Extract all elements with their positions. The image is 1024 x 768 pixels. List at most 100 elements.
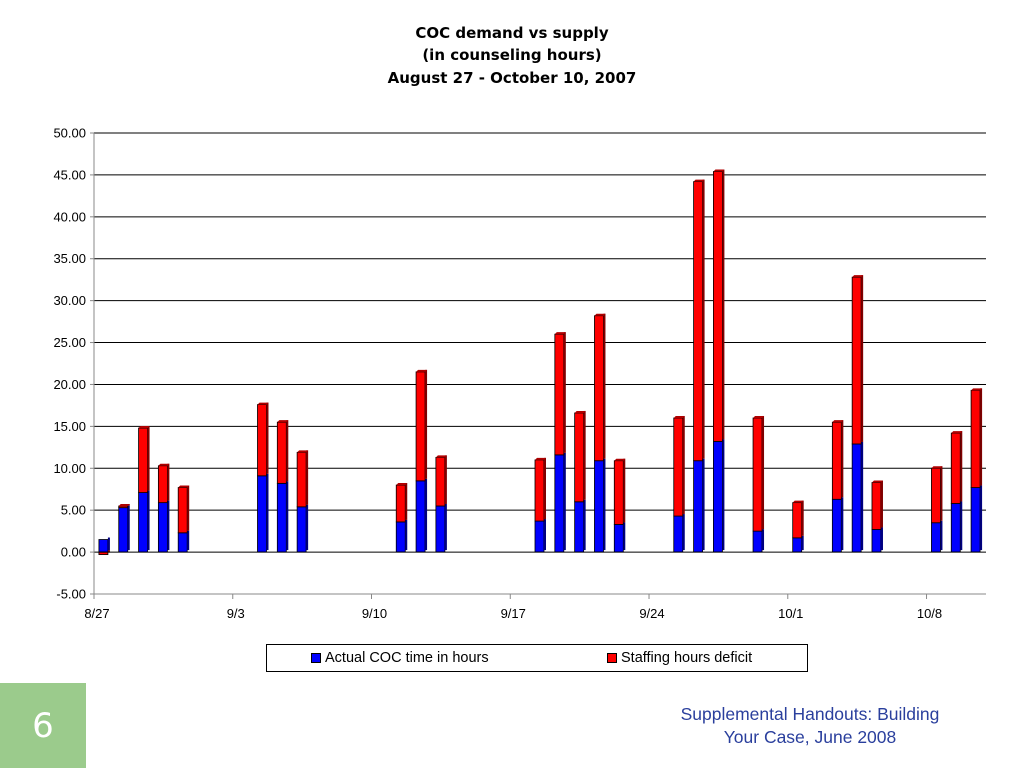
bar-deficit-side xyxy=(603,313,606,459)
bar-deficit-side xyxy=(306,450,309,505)
bar-actual-side xyxy=(583,499,586,551)
bar-actual xyxy=(296,506,307,553)
bar-deficit xyxy=(276,421,287,484)
bar-deficit xyxy=(693,181,703,462)
bar-actual xyxy=(157,502,168,553)
bar-deficit xyxy=(713,171,723,442)
bar-deficit xyxy=(554,333,565,456)
bar-actual xyxy=(713,441,723,553)
chart: -5.00 0.00 5.00 10.00 15.00 20.00 25.00 30.00 35… xyxy=(53,126,986,621)
y-tick-label: 50.00 xyxy=(53,126,86,141)
bar-actual xyxy=(970,487,981,553)
y-axis-tick-labels: -5.00 0.00 5.00 10.00 15.00 20.00 25.00 30.00 35… xyxy=(53,126,86,602)
bar-actual xyxy=(257,475,267,553)
page-number: 6 xyxy=(32,705,54,746)
x-tick-label: 8/27 xyxy=(84,606,109,621)
chart-date-range: August 27 - October 10, 2007 xyxy=(387,69,637,87)
bar-actual xyxy=(752,530,763,553)
bar-deficit xyxy=(435,456,446,507)
bar-deficit xyxy=(931,467,941,524)
bar-actual-side xyxy=(880,527,883,551)
bar-actual xyxy=(950,503,961,553)
bar-deficit-side xyxy=(960,431,963,502)
bar-actual xyxy=(594,460,604,553)
bar-deficit xyxy=(792,502,803,539)
y-tick-label: 5.00 xyxy=(61,503,86,518)
legend-item-deficit: Staffing hours deficit xyxy=(607,650,752,666)
bar-deficit-side xyxy=(722,169,725,440)
bar-deficit-side xyxy=(544,457,546,520)
bar-deficit-top xyxy=(416,369,428,372)
bar-deficit xyxy=(157,465,168,504)
bar-actual-side xyxy=(167,500,170,551)
bar-actual xyxy=(138,492,148,553)
bar-actual-side xyxy=(127,505,130,551)
bar-deficit-side xyxy=(861,275,864,442)
legend-swatch-deficit xyxy=(607,653,617,663)
bar-deficit-side xyxy=(980,388,983,486)
bar-actual xyxy=(871,529,882,553)
bar-deficit-top xyxy=(396,483,408,486)
footer-text: Supplemental Handouts: Building Your Cas… xyxy=(640,703,980,749)
bar-deficit xyxy=(257,404,267,477)
bar-deficit xyxy=(177,487,188,534)
bar-deficit-side xyxy=(425,369,428,479)
bar-actual xyxy=(613,524,624,553)
bar-deficit-side xyxy=(801,500,804,536)
bar-deficit-side xyxy=(147,426,150,491)
bars xyxy=(98,169,983,556)
bar-deficit xyxy=(950,432,961,504)
bar-actual xyxy=(831,498,842,553)
x-tick-label: 10/8 xyxy=(917,606,942,621)
bar-actual-side xyxy=(603,458,606,551)
bar-actual xyxy=(177,532,188,553)
bar-actual-side xyxy=(187,530,190,551)
bar-deficit-top xyxy=(673,415,685,418)
bar-actual-side xyxy=(107,537,110,551)
y-tick-label: 30.00 xyxy=(53,293,86,308)
bar-deficit-top xyxy=(931,466,943,469)
bar-actual-side xyxy=(425,478,428,551)
y-tick-label: 15.00 xyxy=(53,419,86,434)
bar-deficit xyxy=(138,427,148,493)
bar-deficit xyxy=(534,459,545,522)
bar-deficit xyxy=(395,484,406,523)
bar-deficit xyxy=(296,451,307,508)
bar-actual-side xyxy=(623,522,626,551)
bar-actual xyxy=(534,520,545,553)
x-tick-label: 9/24 xyxy=(639,606,664,621)
bar-deficit-top xyxy=(594,313,606,316)
bar-deficit xyxy=(851,276,862,445)
footer-line-2: Your Case, June 2008 xyxy=(723,727,897,747)
bar-actual-side xyxy=(306,504,309,551)
bar-actual xyxy=(931,522,941,553)
bar-deficit-top xyxy=(118,503,130,506)
bar-deficit-top xyxy=(158,463,170,466)
bar-deficit xyxy=(970,389,981,488)
bar-actual xyxy=(554,454,565,553)
bar-deficit-side xyxy=(187,485,190,531)
bar-deficit-top xyxy=(138,426,150,429)
chart-legend: Actual COC time in hours Staffing hours … xyxy=(266,644,808,672)
bar-actual-side xyxy=(762,529,765,551)
bar-actual-side xyxy=(841,497,844,551)
bar-deficit-side xyxy=(444,455,447,504)
bar-actual-side xyxy=(722,439,725,551)
bar-deficit-top xyxy=(951,431,963,434)
bar-deficit-top xyxy=(713,169,725,172)
y-tick-label: -5.00 xyxy=(56,587,86,602)
bar-actual-side xyxy=(801,535,804,551)
legend-swatch-actual xyxy=(311,653,321,663)
y-tick-label: 20.00 xyxy=(53,377,86,392)
bar-deficit xyxy=(871,482,882,530)
bar-actual-side xyxy=(682,514,685,551)
bar-actual-side xyxy=(563,452,566,551)
bar-actual-side xyxy=(405,519,408,551)
chart-title: COC demand vs supply xyxy=(415,24,609,42)
y-tick-label: 40.00 xyxy=(53,209,86,224)
bar-deficit-side xyxy=(563,332,566,453)
bar-deficit xyxy=(831,421,842,500)
bar-actual xyxy=(693,460,703,553)
bar-deficit-side xyxy=(762,415,765,530)
bar-deficit-top xyxy=(614,458,626,461)
